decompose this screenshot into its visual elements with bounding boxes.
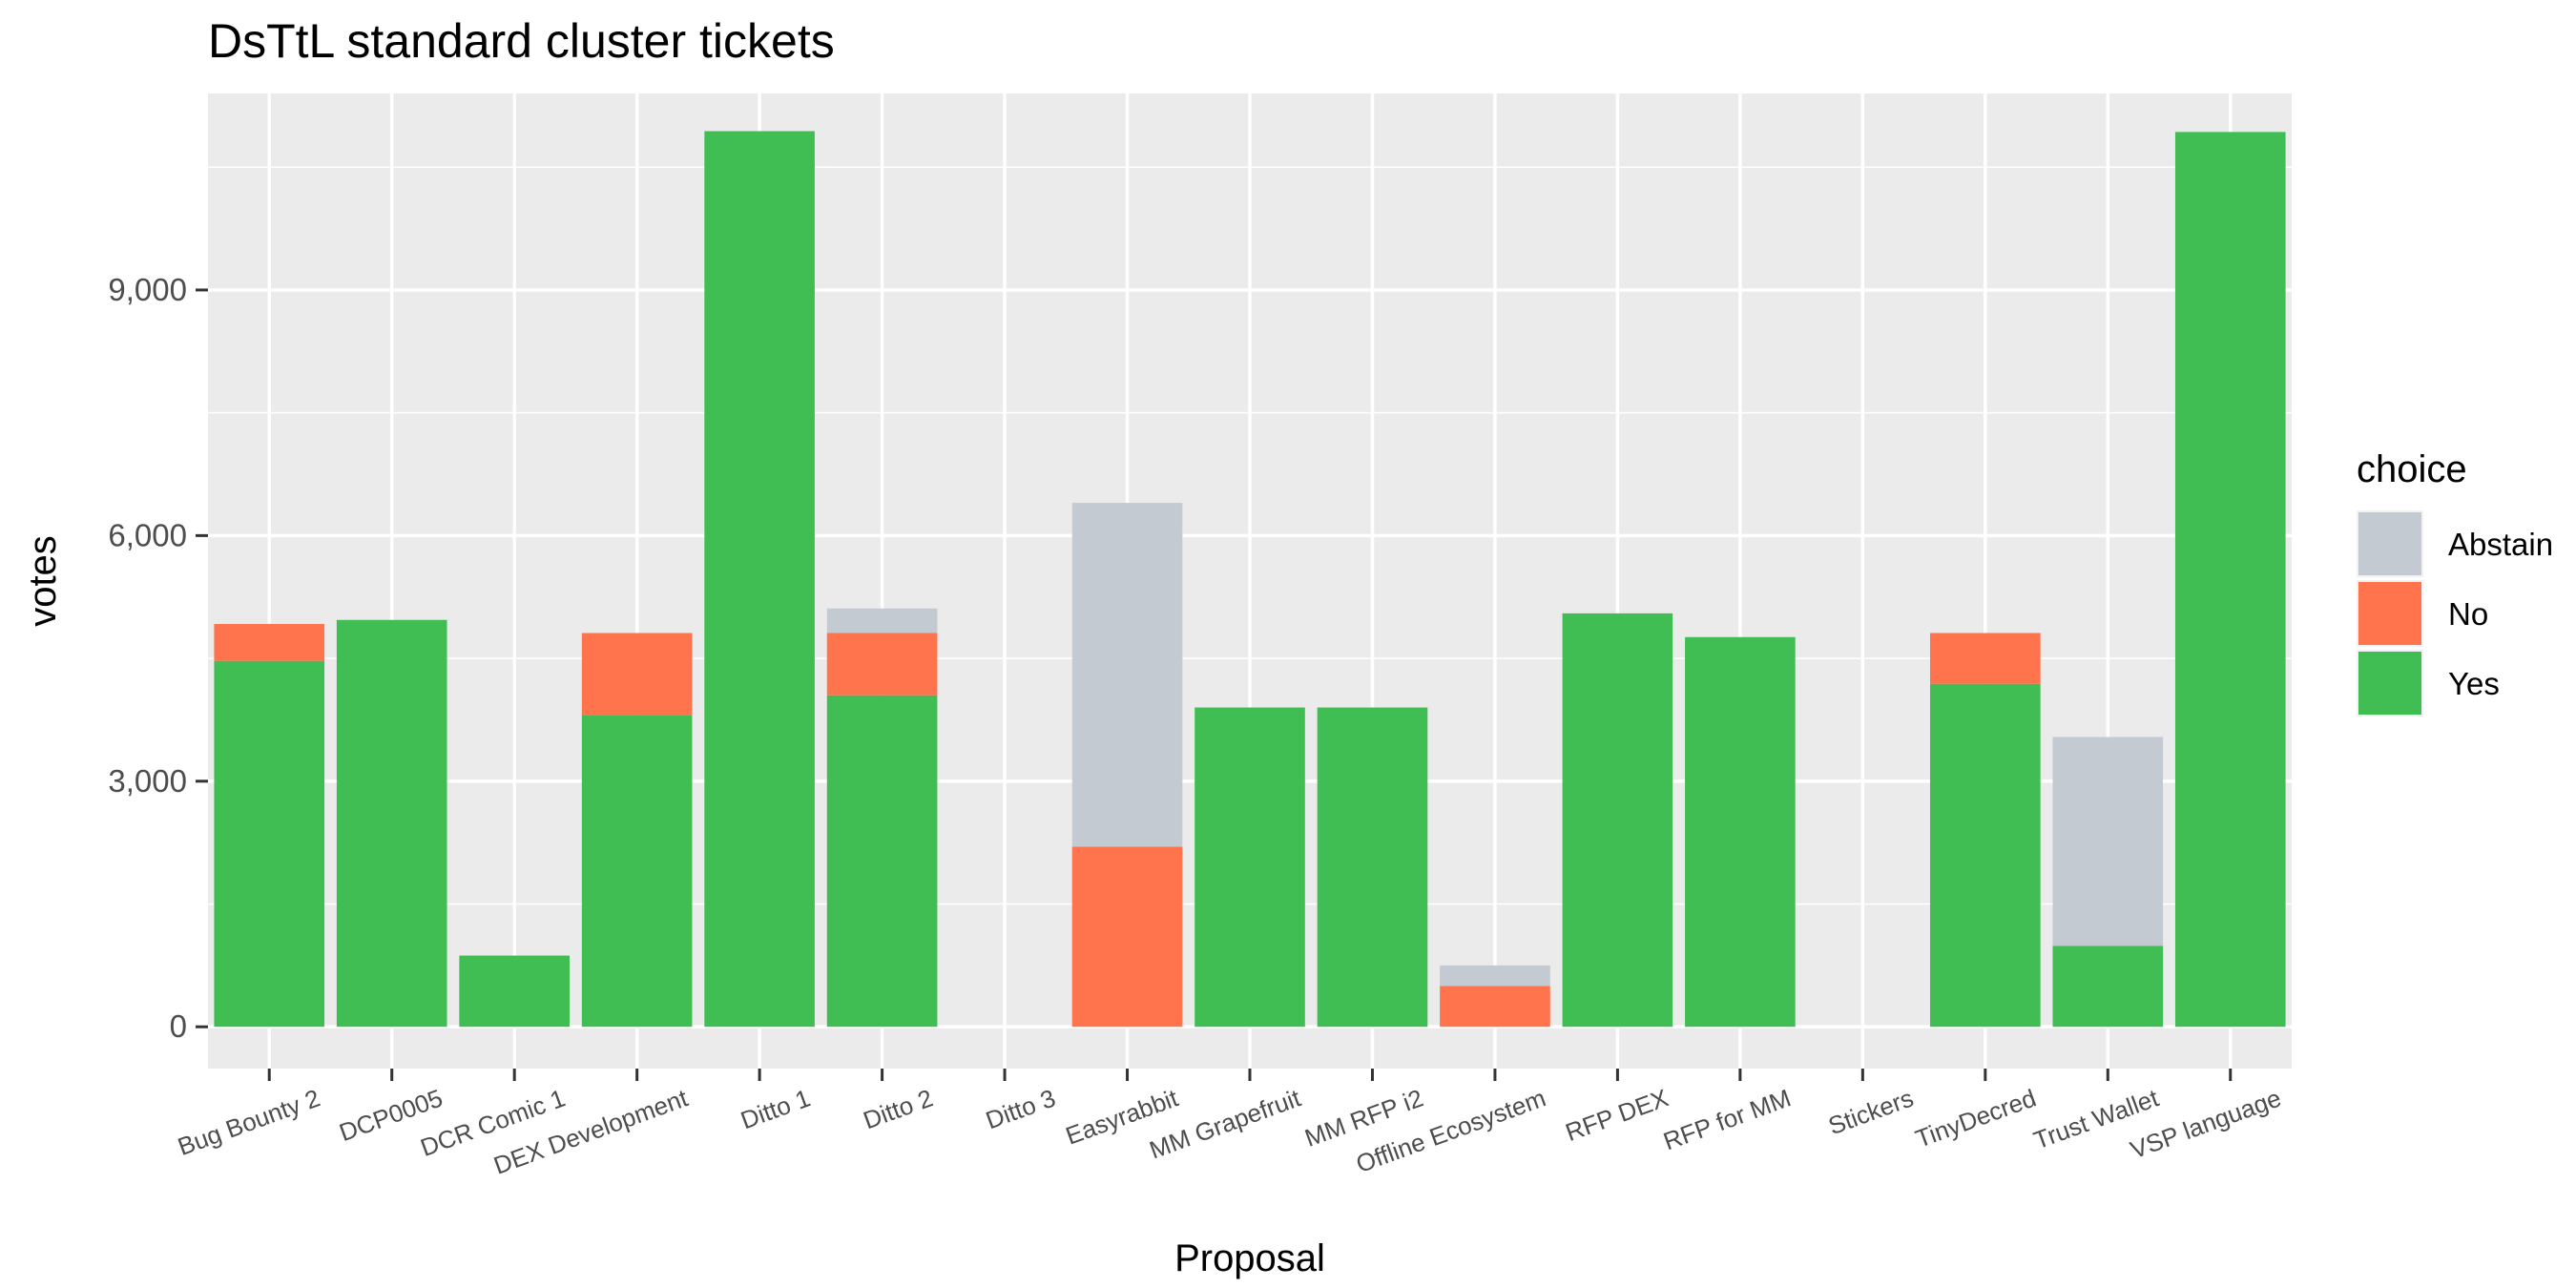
- legend-swatch-no: [2358, 582, 2421, 645]
- y-axis: 0 3,000 6,000 9,000: [108, 272, 208, 1044]
- x-tick-label: Stickers: [1824, 1083, 1917, 1140]
- legend-swatch-abstain: [2358, 512, 2421, 575]
- bar-yes: [459, 955, 570, 1028]
- bar-abstain: [1071, 503, 1183, 847]
- bar-yes: [336, 619, 447, 1028]
- legend: choice Abstain No Yes: [2357, 448, 2553, 717]
- x-tick-label: RFP DEX: [1562, 1083, 1672, 1147]
- bar-yes: [1930, 683, 2041, 1028]
- y-tick-label: 6,000: [108, 517, 187, 552]
- bar-yes: [1685, 636, 1796, 1028]
- x-tick-label: TinyDecred: [1912, 1083, 2040, 1153]
- bar-yes: [2052, 945, 2164, 1028]
- bar-abstain: [826, 608, 938, 634]
- bar-yes: [214, 660, 325, 1028]
- x-tick-label: Ditto 3: [982, 1083, 1059, 1134]
- bar-yes: [581, 715, 693, 1028]
- bar-no: [1071, 846, 1183, 1028]
- bar-yes: [826, 695, 938, 1028]
- y-tick-label: 9,000: [108, 272, 187, 307]
- bar-yes: [704, 131, 815, 1028]
- bar-abstain: [2052, 737, 2164, 946]
- y-axis-title: votes: [22, 535, 64, 627]
- y-tick-label: 0: [170, 1008, 187, 1044]
- y-tick-label: 3,000: [108, 763, 187, 799]
- legend-label-abstain: Abstain: [2448, 527, 2553, 562]
- bar-no: [1440, 986, 1550, 1028]
- bar-no: [581, 633, 693, 716]
- x-axis-title: Proposal: [1174, 1237, 1325, 1279]
- bar-yes: [1562, 613, 1673, 1028]
- legend-title: choice: [2357, 448, 2467, 490]
- bar-yes: [2174, 132, 2286, 1028]
- x-tick-label: RFP for MM: [1659, 1083, 1794, 1155]
- legend-swatch-yes: [2358, 652, 2421, 715]
- bar-no: [1930, 633, 2041, 684]
- x-tick-label: Ditto 2: [860, 1083, 937, 1134]
- x-tick-label: Bug Bounty 2: [174, 1083, 323, 1161]
- x-tick-label: Ditto 1: [737, 1083, 814, 1134]
- bar-no: [826, 633, 938, 696]
- legend-label-yes: Yes: [2448, 666, 2500, 701]
- bars: [214, 131, 2286, 1028]
- legend-label-no: No: [2448, 596, 2488, 632]
- bar-abstain: [1440, 965, 1550, 987]
- chart-title: DsTtL standard cluster tickets: [208, 14, 835, 68]
- bar-yes: [1317, 707, 1428, 1028]
- bar-no: [214, 624, 325, 661]
- bar-yes: [1195, 707, 1305, 1028]
